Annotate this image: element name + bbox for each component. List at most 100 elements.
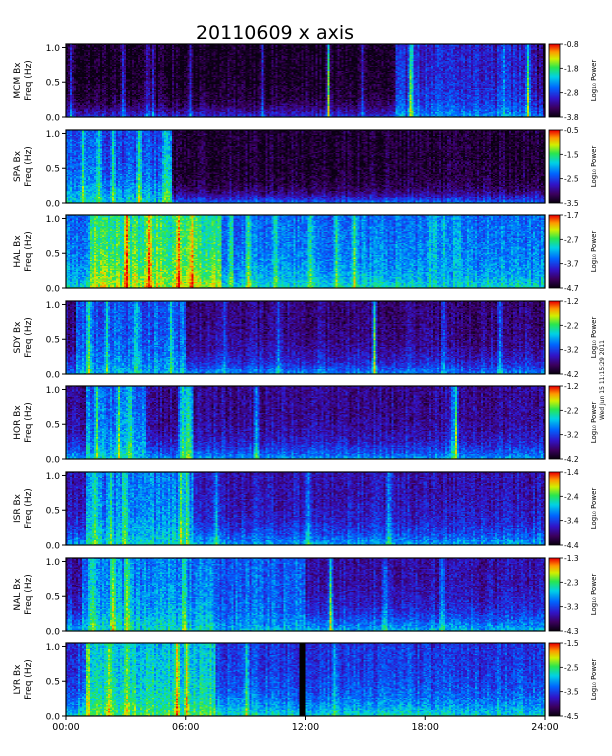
spectrogram-image	[66, 215, 545, 288]
freq-axis-label: Freq (Hz)	[24, 574, 34, 615]
x-tick-label: 18:00	[412, 722, 439, 733]
colorbar-tick-label: -4.3	[564, 627, 579, 636]
colorbar-tick-label: -3.7	[564, 260, 579, 269]
freq-axis-label: Freq (Hz)	[24, 402, 34, 443]
spectrogram-image	[66, 44, 545, 117]
timestamp-note: Wed Jun 15 11:15:29 2011	[599, 340, 606, 420]
freq-axis-label: Freq (Hz)	[24, 317, 34, 358]
station-label: HAL Bx	[13, 235, 23, 268]
colorbar-tick-label: -2.5	[564, 663, 579, 672]
colorbar-tick-label: -4.7	[564, 284, 579, 293]
colorbar-label: Log₁₀ Power	[590, 659, 598, 701]
freq-axis-label: Freq (Hz)	[24, 488, 34, 529]
plot-frame	[65, 471, 546, 546]
panel-mcm: 0.0 0.5 1.0 MCM Bx Freq (Hz) -0.8 -1.8 -2.8 -3.8…	[13, 40, 598, 124]
plot-frame	[65, 300, 546, 375]
colorbar	[549, 130, 560, 203]
panel-spa: 0.0 0.5 1.0 SPA Bx Freq (Hz) -0.5 -1.5 -2.5 -3.5…	[13, 126, 598, 210]
plot-frame	[65, 43, 546, 118]
plot-frame	[65, 214, 546, 289]
station-label: HOR Bx	[13, 405, 23, 440]
spectrogram-image	[66, 301, 545, 374]
colorbar-tick-label: -4.2	[564, 370, 579, 379]
station-label: MCM Bx	[13, 62, 23, 99]
y-tick-label: 0.5	[46, 421, 60, 431]
colorbar	[549, 301, 560, 374]
plot-frame	[65, 557, 546, 632]
colorbar-label: Log₁₀ Power	[590, 317, 598, 359]
y-tick-label: 1.0	[46, 558, 61, 568]
panel-isr: 0.0 0.5 1.0 ISR Bx Freq (Hz) -1.4 -2.4 -3.4 -4.4…	[13, 468, 598, 552]
colorbar-tick-label: -2.5	[564, 175, 579, 184]
colorbar-tick-label: -1.2	[564, 297, 579, 306]
freq-axis-label: Freq (Hz)	[24, 146, 34, 187]
colorbar-label: Log₁₀ Power	[590, 60, 598, 102]
colorbar-tick-label: -2.7	[564, 235, 579, 244]
station-label: SDY Bx	[13, 321, 23, 354]
colorbar	[549, 558, 560, 631]
x-tick-label: 00:00	[52, 722, 79, 733]
colorbar-tick-label: -2.2	[564, 321, 579, 330]
colorbar-label: Log₁₀ Power	[590, 231, 598, 273]
station-label: SPA Bx	[13, 150, 23, 182]
y-tick-label: 0.5	[46, 593, 60, 603]
spectrogram-image	[66, 130, 545, 203]
colorbar-tick-label: -1.5	[564, 639, 579, 648]
y-tick-label: 0.5	[46, 79, 60, 89]
colorbar	[549, 44, 560, 117]
x-tick-label: 24:00	[531, 722, 558, 733]
y-tick-label: 0.5	[46, 678, 60, 688]
x-tick-label: 06:00	[172, 722, 199, 733]
colorbar	[549, 472, 560, 545]
y-tick-label: 1.0	[46, 130, 61, 140]
colorbar-tick-label: -1.5	[564, 150, 579, 159]
freq-axis-label: Freq (Hz)	[24, 231, 34, 272]
colorbar-label: Log₁₀ Power	[590, 488, 598, 530]
colorbar-tick-label: -1.3	[564, 554, 579, 563]
plot-frame	[65, 385, 546, 460]
panel-hor: 0.0 0.5 1.0 HOR Bx Freq (Hz) -1.2 -2.2 -3.2 -4.2…	[13, 382, 598, 466]
colorbar-tick-label: -1.7	[564, 211, 579, 220]
y-tick-label: 0.5	[46, 250, 60, 260]
colorbar	[549, 386, 560, 459]
colorbar-frame	[548, 129, 561, 204]
colorbar-tick-label: -1.4	[564, 468, 579, 477]
x-axis: 00:00 06:00 12:00 18:00 24:00	[52, 716, 559, 733]
colorbar-tick-label: -3.8	[564, 113, 579, 122]
y-tick-label: 0.5	[46, 507, 60, 517]
colorbar-frame	[548, 642, 561, 717]
y-tick-label: 1.0	[46, 472, 61, 482]
y-tick-label: 0.0	[46, 713, 61, 723]
y-tick-label: 1.0	[46, 215, 61, 225]
spectrogram-image	[66, 643, 545, 716]
y-tick-label: 1.0	[46, 643, 61, 653]
y-tick-label: 0.0	[46, 285, 61, 295]
spectrogram-image	[66, 558, 545, 631]
colorbar-frame	[548, 43, 561, 118]
colorbar-tick-label: -3.2	[564, 431, 579, 440]
colorbar	[549, 215, 560, 288]
chart-title: 20110609 x axis	[196, 22, 354, 44]
colorbar-tick-label: -3.3	[564, 603, 579, 612]
colorbar-frame	[548, 385, 561, 460]
y-tick-label: 0.5	[46, 165, 60, 175]
colorbar-tick-label: -1.2	[564, 382, 579, 391]
y-tick-label: 0.0	[46, 542, 61, 552]
colorbar-tick-label: -0.5	[564, 126, 579, 135]
freq-axis-label: Freq (Hz)	[24, 659, 34, 700]
colorbar-tick-label: -2.8	[564, 89, 579, 98]
spectrogram-image	[66, 472, 545, 545]
spectrogram-image	[66, 386, 545, 459]
colorbar-tick-label: -4.5	[564, 712, 579, 721]
y-tick-label: 0.0	[46, 628, 61, 638]
colorbar	[549, 643, 560, 716]
y-tick-label: 0.5	[46, 336, 60, 346]
colorbar-tick-label: -4.4	[564, 541, 579, 550]
station-label: ISR Bx	[13, 493, 23, 523]
station-label: NAL Bx	[13, 578, 23, 611]
colorbar-tick-label: -1.8	[564, 64, 579, 73]
colorbar-tick-label: -3.5	[564, 688, 579, 697]
station-label: LYR Bx	[13, 664, 23, 695]
